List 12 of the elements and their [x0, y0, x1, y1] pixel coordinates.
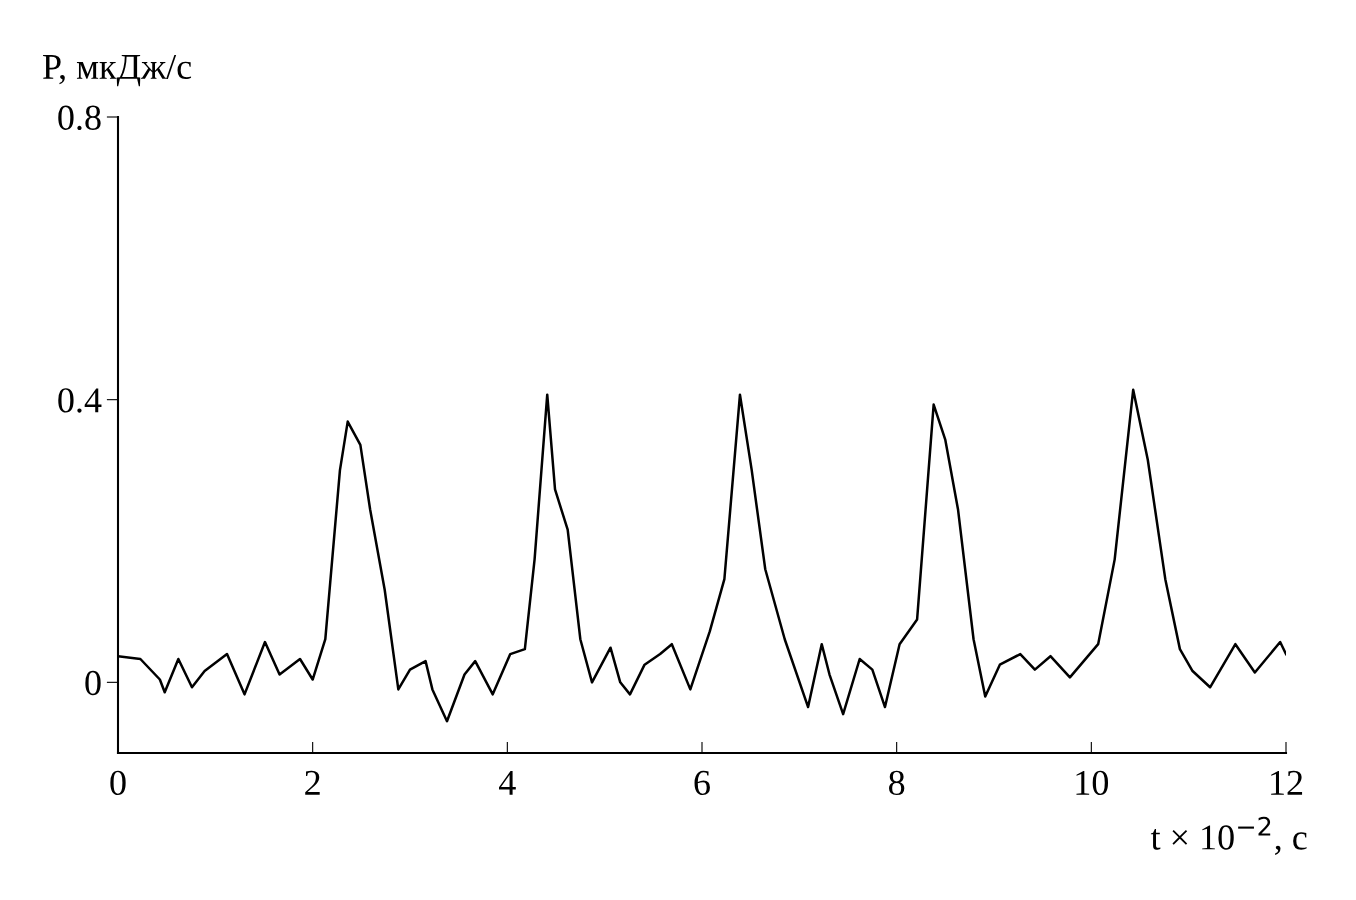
- x-tick-label: 8: [889, 770, 905, 796]
- x-tick-label: 6: [694, 770, 710, 796]
- x-tick-label: 12: [1271, 770, 1303, 795]
- x-tick-label: 10: [1076, 770, 1109, 796]
- x-axis-title: t × 10$^{−2}$, с: [1150, 816, 1307, 855]
- y-tick-label: 0.4: [58, 388, 102, 413]
- y-tick-label: 0: [85, 670, 101, 696]
- x-tick-label: 0: [110, 770, 126, 796]
- y-tick-label: 0.8: [58, 105, 101, 131]
- y-axis-title: P, мкДж/с: [43, 54, 192, 87]
- x-tick-label: 2: [305, 770, 320, 795]
- x-tick-label: 4: [499, 770, 516, 795]
